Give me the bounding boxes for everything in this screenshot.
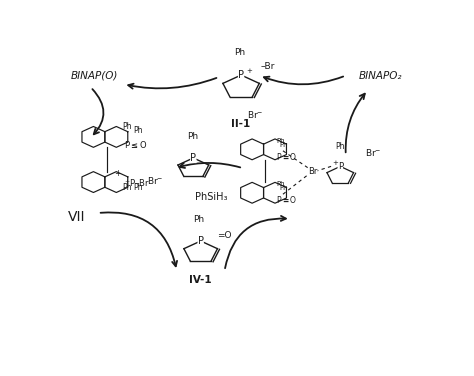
Text: Br$^{-}$: Br$^{-}$ <box>147 175 164 186</box>
Text: P$\mathbf{\leq}$O: P$\mathbf{\leq}$O <box>124 139 147 150</box>
Text: $^{+}$P–Br: $^{+}$P–Br <box>124 177 149 188</box>
Text: Ph: Ph <box>193 215 204 224</box>
Text: II-1: II-1 <box>231 119 251 129</box>
Text: Ph: Ph <box>187 132 198 141</box>
Text: P: P <box>337 162 343 171</box>
Text: P: P <box>238 70 244 80</box>
Text: P$\mathbf{=}$O: P$\mathbf{=}$O <box>276 151 298 162</box>
Text: Br: Br <box>308 167 318 176</box>
Text: Ph: Ph <box>280 142 288 148</box>
Text: +: + <box>246 68 252 74</box>
Text: Br$^{-}$: Br$^{-}$ <box>365 147 382 158</box>
Text: P$\mathbf{=}$O: P$\mathbf{=}$O <box>276 194 298 205</box>
Text: PhSiH₃: PhSiH₃ <box>195 192 228 202</box>
Text: +: + <box>332 161 338 167</box>
Text: Ph: Ph <box>276 138 285 144</box>
Text: VII: VII <box>68 211 86 224</box>
Text: +: + <box>114 170 121 179</box>
Text: Ph: Ph <box>276 181 285 187</box>
Text: Ph: Ph <box>335 143 344 151</box>
Text: Ph: Ph <box>134 183 143 192</box>
Text: Ph: Ph <box>280 185 288 191</box>
Text: Ph: Ph <box>123 183 132 192</box>
Text: Br$^{-}$: Br$^{-}$ <box>247 109 264 120</box>
Text: BINAPO₂: BINAPO₂ <box>359 71 402 80</box>
Text: BINAP(O): BINAP(O) <box>71 71 118 80</box>
Text: P: P <box>191 153 196 163</box>
Text: Ph: Ph <box>134 126 143 135</box>
Text: =O: =O <box>217 231 231 240</box>
Text: Ph: Ph <box>123 121 132 130</box>
Text: IV-1: IV-1 <box>190 275 212 285</box>
Text: –Br: –Br <box>260 62 274 71</box>
Text: P: P <box>198 236 204 246</box>
Text: Ph: Ph <box>234 48 245 57</box>
